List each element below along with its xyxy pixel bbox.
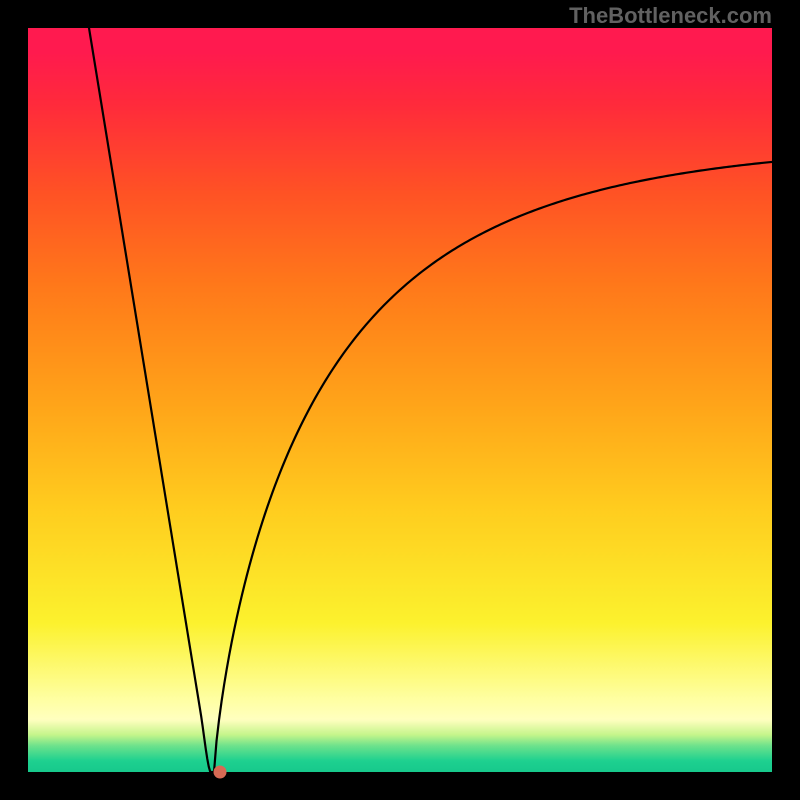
chart-container: TheBottleneck.com	[0, 0, 800, 800]
bottleneck-curve	[0, 0, 800, 800]
